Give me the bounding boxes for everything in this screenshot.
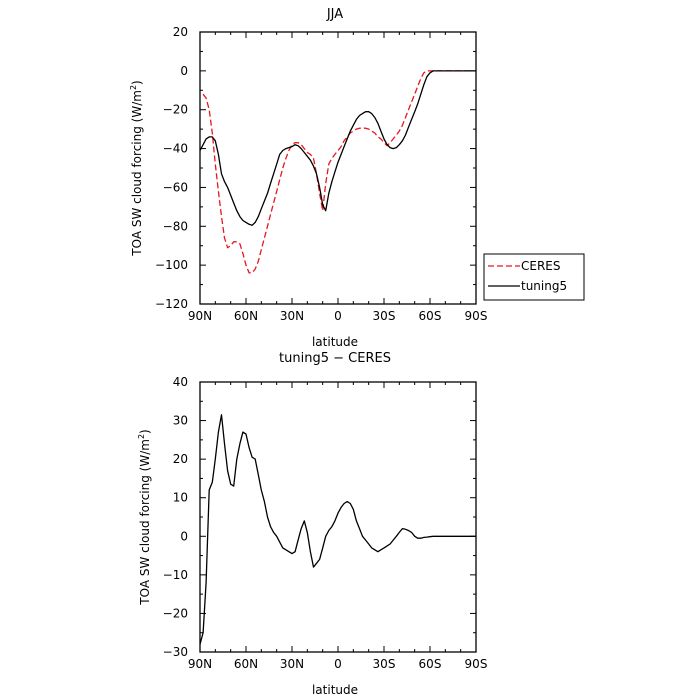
top-chart-x-tick-label: 0 (334, 309, 342, 323)
top-chart-y-tick-label: 20 (173, 25, 188, 39)
bottom-chart-y-axis-title: TOA SW cloud forcing (W/m2) (137, 429, 152, 605)
top-chart-x-tick-label: 30S (373, 309, 396, 323)
bottom-chart-y-tick-label: −10 (163, 568, 188, 582)
legend-label-tuning5: tuning5 (521, 279, 567, 293)
bottom-chart-y-tick-label: −20 (163, 606, 188, 620)
top-chart-x-tick-label: 90S (465, 309, 488, 323)
top-chart-series-line-tuning5 (199, 70, 476, 226)
bottom-chart-y-tick-label: 0 (180, 529, 188, 543)
top-chart-y-tick-label: −60 (163, 180, 188, 194)
bottom-chart-ticks: 90N 60N 30N 0 30S 60S 90S 40 30 20 10 0 −10 −20 −30 (163, 375, 488, 671)
bottom-chart-panel: tuning5 − CERES 90N 60N 30N 0 30S 60S 90S 40 30 2… (137, 351, 487, 697)
bottom-chart-y-tick-label: −30 (163, 645, 188, 659)
top-chart-y-tick-label: 0 (180, 64, 188, 78)
top-chart-x-axis-title: latitude (312, 335, 358, 349)
bottom-chart-series-line-difference (199, 414, 476, 645)
top-chart-x-tick-label: 90N (188, 309, 212, 323)
top-chart-x-tick-label: 60N (234, 309, 258, 323)
bottom-chart-x-tick-label: 60N (234, 657, 258, 671)
top-chart-legend: CERES tuning5 (483, 253, 585, 301)
bottom-chart-x-axis-title: latitude (312, 683, 358, 697)
top-chart-y-axis-title: TOA SW cloud forcing (W/m2) (129, 80, 144, 256)
top-chart-x-tick-label: 60S (419, 309, 442, 323)
bottom-chart-title: tuning5 − CERES (279, 351, 391, 366)
top-chart-x-tick-label: 30N (280, 309, 304, 323)
top-chart-y-tick-label: −20 (163, 103, 188, 117)
bottom-chart-series (199, 414, 476, 645)
top-chart-plot-frame (199, 31, 477, 305)
top-chart-ticks: 90N 60N 30N 0 30S 60S 90S 20 0 −20 −40 −60 −80 −100 −1… (155, 25, 487, 323)
top-chart-y-tick-label: −80 (163, 219, 188, 233)
bottom-chart-y-tick-label: 30 (173, 414, 188, 428)
bottom-chart-y-tick-label: 40 (173, 375, 188, 389)
top-chart-y-tick-label: −120 (155, 297, 188, 311)
top-chart-series-line-ceres (202, 70, 473, 274)
top-chart-y-tick-label: −100 (155, 258, 188, 272)
top-chart-title: JJA (326, 7, 343, 22)
bottom-chart-x-tick-label: 30N (280, 657, 304, 671)
bottom-chart-plot-frame (199, 381, 477, 653)
top-chart-y-tick-label: −40 (163, 142, 188, 156)
legend-box (483, 253, 585, 301)
top-chart-panel: JJA 90N 60N 30N 0 30S 60S 90S 20 0 −20 −40 −60 −80 −1… (129, 7, 585, 349)
bottom-chart-y-tick-label: 10 (173, 491, 188, 505)
bottom-chart-x-tick-label: 60S (419, 657, 442, 671)
bottom-chart-x-tick-label: 90S (465, 657, 488, 671)
legend-label-ceres: CERES (521, 259, 561, 273)
bottom-chart-y-tick-label: 20 (173, 452, 188, 466)
bottom-chart-x-tick-label: 30S (373, 657, 396, 671)
bottom-chart-x-tick-label: 0 (334, 657, 342, 671)
top-chart-series (199, 70, 476, 274)
bottom-chart-x-tick-label: 90N (188, 657, 212, 671)
